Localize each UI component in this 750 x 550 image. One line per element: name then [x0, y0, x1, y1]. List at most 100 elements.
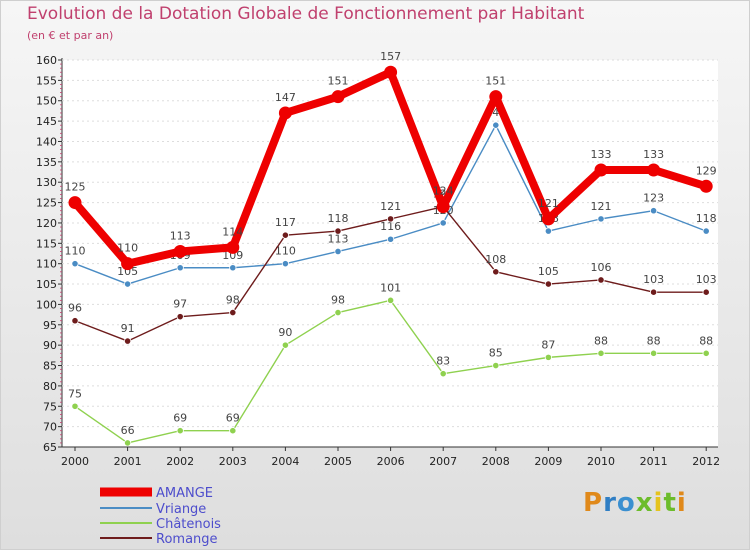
data-label-romange: 98 — [226, 294, 240, 307]
data-point-vriange — [334, 247, 342, 256]
y-tick-label: 135 — [36, 156, 57, 169]
data-label-amange: 157 — [380, 50, 401, 63]
data-point-amange — [594, 163, 608, 177]
y-tick-label: 70 — [43, 421, 57, 434]
data-point-amange — [226, 240, 240, 254]
x-tick-label: 2006 — [377, 455, 405, 468]
data-point-romange — [71, 317, 79, 325]
data-point-amange — [384, 65, 398, 79]
data-point-romange — [702, 288, 710, 296]
data-label-chatenois: 66 — [121, 424, 135, 437]
data-point-chatenois — [71, 402, 79, 410]
data-point-amange — [121, 257, 135, 271]
data-point-vriange — [544, 227, 553, 235]
data-point-chatenois — [281, 341, 289, 349]
data-point-vriange — [492, 121, 500, 129]
data-label-chatenois: 88 — [594, 334, 608, 347]
y-tick-label: 65 — [43, 441, 57, 454]
y-tick-label: 90 — [43, 339, 57, 352]
data-label-romange: 103 — [696, 273, 717, 286]
y-tick-label: 125 — [36, 197, 57, 210]
legend-label-chatenois: Châtenois — [156, 517, 221, 532]
x-tick-label: 2007 — [429, 455, 457, 468]
data-point-amange — [489, 90, 503, 104]
x-tick-label: 2002 — [166, 455, 194, 468]
x-tick-label: 2010 — [587, 455, 615, 468]
data-label-amange: 147 — [275, 91, 296, 104]
x-tick-label: 2000 — [61, 455, 89, 468]
data-label-chatenois: 87 — [541, 338, 555, 351]
data-label-romange: 106 — [591, 261, 612, 274]
data-label-romange: 108 — [485, 253, 506, 266]
data-point-chatenois — [386, 296, 395, 304]
y-tick-label: 120 — [36, 217, 57, 230]
data-label-chatenois: 85 — [489, 347, 503, 360]
data-point-romange — [124, 337, 132, 345]
data-label-chatenois: 98 — [331, 294, 345, 307]
proxiti-logo: Proxiti — [583, 488, 687, 518]
data-point-amange — [436, 200, 450, 214]
data-label-vriange: 110 — [275, 245, 296, 258]
data-label-amange: 121 — [538, 197, 559, 210]
data-point-vriange — [229, 264, 237, 272]
data-label-amange: 151 — [485, 75, 506, 88]
data-label-romange: 105 — [538, 265, 559, 278]
data-point-chatenois — [492, 361, 500, 370]
data-point-romange — [492, 268, 500, 276]
y-tick-label: 110 — [36, 258, 57, 271]
y-tick-label: 75 — [43, 400, 57, 413]
data-point-chatenois — [597, 349, 605, 357]
data-label-romange: 118 — [328, 212, 349, 225]
data-label-chatenois: 101 — [380, 281, 401, 294]
data-point-chatenois — [176, 427, 184, 435]
data-point-romange — [597, 276, 605, 284]
data-point-vriange — [281, 260, 289, 268]
x-tick-label: 2004 — [271, 455, 299, 468]
data-label-chatenois: 69 — [173, 412, 187, 425]
data-point-amange — [331, 90, 345, 104]
y-tick-label: 80 — [43, 380, 57, 393]
data-point-vriange — [702, 227, 710, 235]
data-point-romange — [281, 231, 289, 239]
data-point-vriange — [597, 215, 605, 223]
y-tick-label: 155 — [36, 74, 57, 87]
data-point-romange — [334, 227, 342, 235]
data-point-vriange — [649, 207, 658, 215]
y-tick-label: 105 — [36, 278, 57, 291]
data-label-amange: 113 — [170, 229, 191, 242]
data-label-vriange: 113 — [328, 232, 349, 245]
data-label-romange: 121 — [380, 200, 401, 213]
data-label-amange: 129 — [696, 164, 717, 177]
data-point-chatenois — [702, 349, 710, 357]
y-tick-label: 130 — [36, 176, 57, 189]
data-label-amange: 114 — [222, 225, 243, 238]
data-point-chatenois — [439, 370, 447, 378]
data-label-vriange: 118 — [696, 212, 717, 225]
data-label-romange: 96 — [68, 302, 82, 315]
data-label-vriange: 110 — [65, 245, 86, 258]
data-point-romange — [176, 313, 184, 321]
data-label-vriange: 121 — [591, 200, 612, 213]
data-label-amange: 110 — [117, 242, 138, 255]
data-point-chatenois — [544, 353, 553, 361]
data-point-amange — [68, 196, 82, 210]
data-label-chatenois: 90 — [278, 326, 292, 339]
data-label-amange: 151 — [328, 75, 349, 88]
x-tick-label: 2009 — [534, 455, 562, 468]
data-label-vriange: 109 — [222, 249, 243, 262]
data-point-chatenois — [229, 427, 237, 435]
y-tick-label: 145 — [36, 115, 57, 128]
data-label-chatenois: 75 — [68, 387, 82, 400]
data-label-amange: 133 — [643, 148, 664, 161]
chart-title: Evolution de la Dotation Globale de Fonc… — [27, 4, 585, 24]
data-label-chatenois: 69 — [226, 412, 240, 425]
data-label-vriange: 105 — [117, 265, 138, 278]
x-tick-label: 2012 — [692, 455, 720, 468]
data-label-vriange: 116 — [380, 220, 401, 233]
data-point-amange — [647, 163, 661, 177]
x-tick-label: 2011 — [640, 455, 668, 468]
data-point-vriange — [386, 235, 395, 243]
x-tick-label: 2005 — [324, 455, 352, 468]
data-point-chatenois — [124, 439, 132, 447]
data-label-chatenois: 88 — [699, 334, 713, 347]
